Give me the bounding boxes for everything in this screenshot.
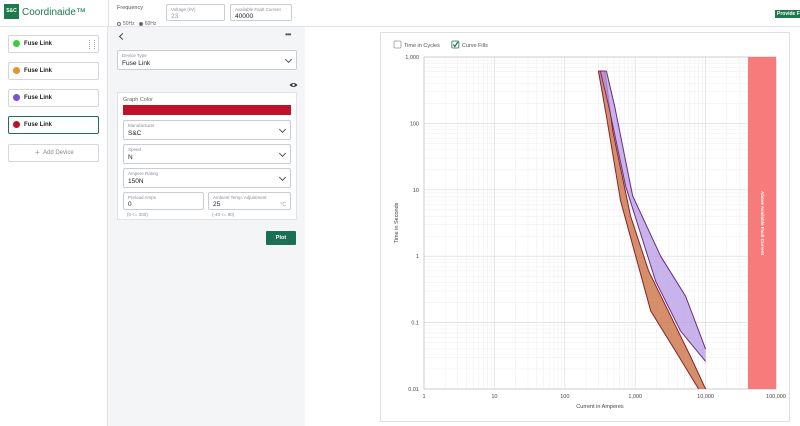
- feedback-button[interactable]: Provide Feedback: [775, 10, 800, 18]
- device-list: Fuse Link Fuse Link Fuse Link Fuse Link …: [0, 27, 108, 426]
- checkmark: [452, 41, 459, 48]
- voltage-input[interactable]: Voltage (kV) 23: [166, 4, 225, 21]
- x-tick-label: 10,000: [697, 394, 714, 400]
- device-label: Fuse Link: [24, 68, 53, 74]
- back-button[interactable]: [118, 32, 127, 41]
- preload-amps-input[interactable]: Preload Amps 0: [123, 192, 204, 210]
- voltage-label: Voltage (kV): [171, 7, 196, 12]
- preload-amps-hint: (0 <= 300): [127, 212, 148, 217]
- device-dot: [13, 121, 20, 128]
- y-tick-label: 10: [413, 188, 419, 194]
- y-tick-label: 1: [416, 254, 419, 260]
- ampere-rating-select[interactable]: Ampere Rating 150N: [123, 168, 291, 188]
- radio-label: 60Hz: [144, 21, 157, 27]
- frequency-option[interactable]: 50Hz: [117, 21, 135, 27]
- checkbox-label: Time in Cycles: [404, 43, 440, 49]
- manufacturer-label: Manufacturer: [128, 123, 155, 128]
- chevron: [278, 125, 287, 134]
- curve-line: [597, 70, 700, 390]
- preload-amps-value: 0: [128, 201, 132, 208]
- preload-amps-label: Preload Amps: [128, 195, 157, 200]
- device-dot: [13, 94, 20, 101]
- fault-region: [747, 57, 776, 389]
- device-type-label: Device Type: [122, 53, 147, 58]
- fault-current-input[interactable]: Available Fault Current 40000: [230, 4, 292, 21]
- speed-select[interactable]: Speed N: [123, 144, 291, 164]
- fault-current-label: Available Fault Current: [235, 7, 281, 12]
- x-tick-label: 100: [560, 394, 569, 400]
- y-tick-label: 1,000: [405, 55, 419, 61]
- x-tick-label: 10: [491, 394, 497, 400]
- radio[interactable]: [117, 22, 121, 26]
- curve-line: [605, 70, 707, 350]
- ampere-rating-label: Ampere Rating: [128, 171, 159, 176]
- add-device-button[interactable]: + Add Device: [8, 144, 99, 162]
- fault-region-label: Above Available Fault Current: [760, 191, 765, 255]
- device-label: Fuse Link: [24, 122, 53, 128]
- device-type-select[interactable]: Device Type Fuse Link: [117, 50, 297, 70]
- speed-value: N: [128, 154, 133, 161]
- chart-card: Time in Cycles Curve Fills 1 10 100 1,000 10,0…: [380, 32, 790, 422]
- divider: [108, 0, 109, 26]
- chart: Time in Cycles Curve Fills 1 10 100 1,000 10,0…: [393, 40, 786, 410]
- drag-handle[interactable]: [89, 40, 95, 49]
- radio[interactable]: [138, 22, 143, 26]
- plot-frame: [423, 56, 777, 390]
- plot-button[interactable]: Plot: [266, 231, 296, 245]
- feedback-clip: Provide Feedback: [775, 10, 800, 18]
- x-axis-label: Current in Amperes: [576, 404, 624, 410]
- header: S&C Coordinaide™ Frequency 50Hz 60Hz Volt…: [0, 0, 800, 27]
- y-axis-label: Time in Seconds: [394, 202, 400, 243]
- chevron: [284, 55, 293, 64]
- checkbox-label: Curve Fills: [462, 43, 488, 49]
- add-device-label: Add Device: [43, 150, 74, 156]
- manufacturer-select[interactable]: Manufacturer S&C: [123, 120, 291, 140]
- chevron: [278, 149, 287, 158]
- curve-line: [599, 70, 706, 362]
- settings-card: Graph Color Manufacturer S&C Speed N Amp…: [117, 92, 297, 220]
- frequency-option[interactable]: 60Hz: [138, 21, 157, 27]
- graph-color-swatch[interactable]: [123, 105, 291, 115]
- frequency-label: Frequency: [117, 5, 143, 11]
- device-card[interactable]: Fuse Link: [8, 116, 99, 134]
- more-menu[interactable]: •••: [285, 30, 291, 39]
- ampere-rating-value: 150N: [128, 178, 144, 185]
- plus-icon: +: [35, 148, 40, 157]
- y-tick-label: 100: [410, 121, 419, 127]
- ambient-temp-hint: (-40 <= 90): [212, 212, 235, 217]
- checkbox[interactable]: [393, 40, 402, 49]
- manufacturer-value: S&C: [128, 130, 142, 137]
- voltage-value: 23: [171, 13, 179, 20]
- device-card[interactable]: Fuse Link: [8, 35, 99, 53]
- ambient-temp-unit: °C: [280, 202, 286, 208]
- device-form-panel: ••• Device Type Fuse Link Graph Color Ma…: [108, 27, 305, 426]
- logo[interactable]: S&C: [4, 4, 19, 19]
- x-tick-label: 1: [422, 394, 425, 400]
- device-label: Fuse Link: [24, 95, 53, 101]
- x-tick-label: 1,000: [628, 394, 642, 400]
- x-tick-label: 100,000: [766, 394, 786, 400]
- visibility-icon[interactable]: [289, 82, 298, 88]
- device-label: Fuse Link: [24, 41, 53, 47]
- app-name: Coordinaide™: [22, 7, 86, 18]
- device-card[interactable]: Fuse Link: [8, 62, 99, 80]
- radio-label: 50Hz: [123, 21, 135, 27]
- device-type-value: Fuse Link: [122, 60, 151, 67]
- chevron: [278, 173, 287, 182]
- y-tick-label: 0.1: [411, 321, 419, 327]
- curve-fill: [600, 71, 706, 362]
- y-tick-label: 0.01: [408, 387, 419, 393]
- device-card[interactable]: Fuse Link: [8, 89, 99, 107]
- ambient-temp-input[interactable]: Ambient Temp. Adjustment 25 °C: [208, 192, 291, 210]
- graph-color-label: Graph Color: [123, 97, 153, 103]
- frequency-options: 50Hz 60Hz: [117, 13, 160, 27]
- ambient-temp-label: Ambient Temp. Adjustment: [213, 195, 267, 200]
- device-dot: [13, 40, 20, 47]
- device-dot: [13, 67, 20, 74]
- speed-label: Speed: [128, 147, 142, 152]
- fault-current-value: 40000: [235, 13, 254, 20]
- ambient-temp-value: 25: [213, 201, 221, 208]
